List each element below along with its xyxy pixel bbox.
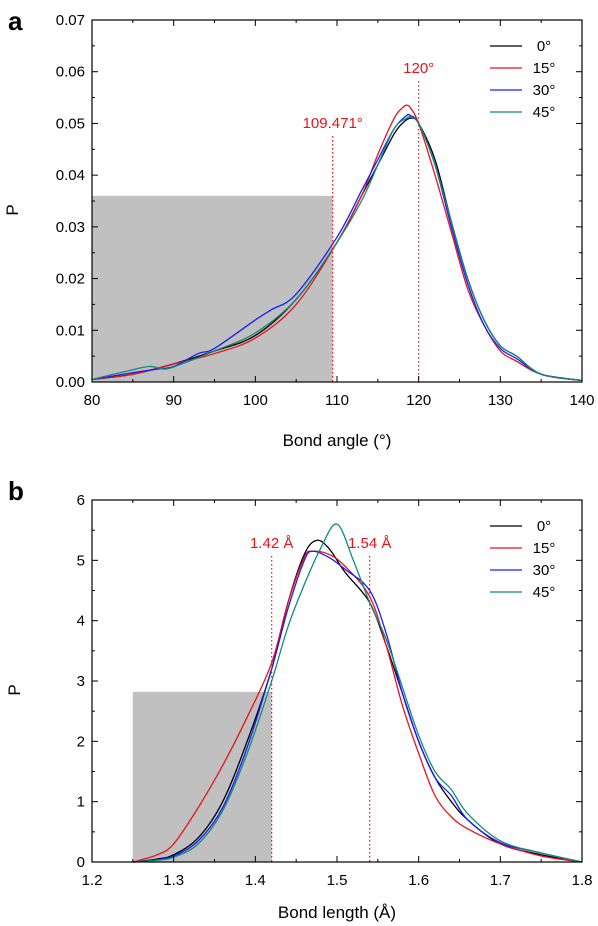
x-tick-label: 110 (325, 392, 349, 409)
y-tick-label: 2 (77, 733, 85, 750)
x-tick-label: 130 (488, 392, 513, 409)
y-axis-label: P (3, 204, 22, 215)
series-line-3 (132, 523, 583, 863)
x-axis-label: Bond length (Å) (278, 903, 396, 922)
legend-label-1: 15° (533, 60, 556, 77)
y-tick-label: 0.03 (56, 219, 85, 236)
panel-a: a 109.471° 120° 80 90 100 110 120 130 140 0.00 0.… (3, 6, 595, 450)
y-tick-label: 1 (77, 794, 85, 811)
shaded-region (92, 195, 333, 382)
reference-label-1: 120° (403, 60, 434, 77)
legend: 0° 15° 30° 45° (490, 518, 555, 601)
y-tick-label: 5 (77, 552, 85, 569)
legend-label-0: 0° (537, 38, 551, 55)
y-tick-label: 0.04 (56, 167, 85, 184)
x-tick-label: 80 (84, 392, 101, 409)
panel-label: b (8, 476, 24, 506)
x-tick-label: 100 (243, 392, 268, 409)
x-tick-label: 1.8 (572, 872, 593, 889)
legend-label-3: 45° (533, 104, 556, 121)
y-tick-label: 0.07 (56, 12, 85, 29)
y-tick-label: 0.05 (56, 115, 85, 132)
legend-label-1: 15° (533, 540, 556, 557)
series-line-0 (132, 539, 583, 863)
x-tick-label: 1.3 (163, 872, 184, 889)
panel-label: a (8, 6, 23, 36)
x-tick-label: 1.6 (408, 872, 429, 889)
y-axis-label: P (5, 684, 24, 695)
y-tick-label: 4 (77, 613, 85, 630)
reference-label-0: 1.42 Å (250, 535, 293, 552)
y-tick-label: 0.06 (56, 64, 85, 81)
x-tick-label: 90 (165, 392, 182, 409)
legend-label-2: 30° (533, 562, 556, 579)
legend-label-2: 30° (533, 82, 556, 99)
y-tick-label: 3 (77, 673, 85, 690)
reference-label-1: 1.54 Å (348, 535, 391, 552)
x-tick-label: 140 (569, 392, 594, 409)
x-tick-label: 1.2 (82, 872, 103, 889)
series-line-1 (132, 550, 583, 863)
legend-label-0: 0° (537, 518, 551, 535)
x-tick-label: 120 (406, 392, 431, 409)
y-tick-label: 0.00 (56, 374, 85, 391)
y-tick-label: 0 (77, 854, 85, 871)
series-line-2 (132, 550, 583, 863)
reference-label-0: 109.471° (303, 115, 363, 132)
x-tick-label: 1.7 (490, 872, 511, 889)
y-tick-label: 0.01 (56, 322, 85, 339)
legend: 0° 15° 30° 45° (490, 38, 555, 121)
panel-b: b 1.42 Å 1.54 Å 1.2 1.3 1.4 1.5 1.6 1.7 1.8 0 1 2 3… (5, 476, 592, 922)
x-tick-label: 1.5 (327, 872, 348, 889)
legend-label-3: 45° (533, 584, 556, 601)
y-tick-label: 6 (77, 492, 85, 509)
x-axis-label: Bond angle (°) (283, 431, 392, 450)
series-line-2 (91, 113, 583, 382)
y-tick-label: 0.02 (56, 271, 85, 288)
x-tick-label: 1.4 (245, 872, 266, 889)
series-line-3 (91, 116, 583, 382)
